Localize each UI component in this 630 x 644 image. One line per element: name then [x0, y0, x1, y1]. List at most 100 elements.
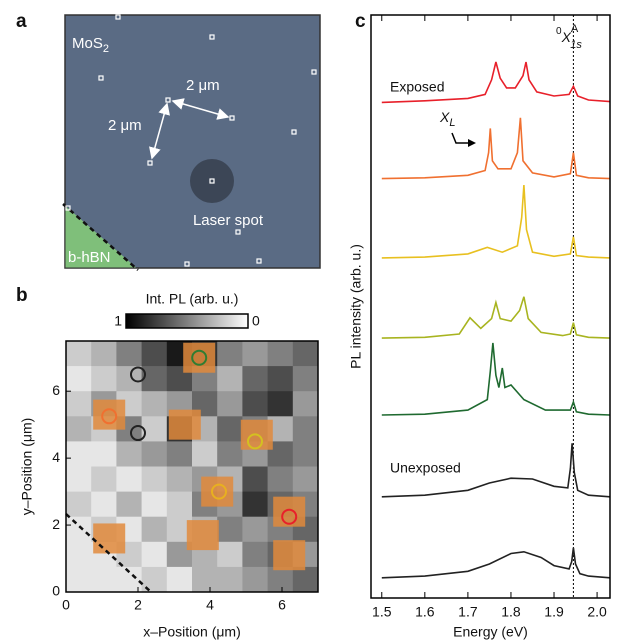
colorbar-tick: 0 [252, 313, 260, 329]
panel-label: a [16, 11, 27, 32]
marker [65, 205, 71, 211]
marker [115, 14, 121, 20]
heat-cell [141, 491, 168, 518]
arrow-head [468, 139, 476, 147]
heat-cell [91, 466, 117, 493]
x-tick-label: 1.7 [458, 604, 478, 620]
marker [209, 34, 215, 40]
heat-cell [292, 466, 319, 493]
heat-cell [66, 441, 92, 467]
heat-cell [217, 391, 243, 417]
panel-a: a MoS2 2 μm 2 μm Laser spot b-hBN [16, 11, 321, 271]
heat-cell [217, 441, 243, 467]
marker-circle [130, 366, 146, 383]
laser-label: Laser spot [193, 212, 264, 229]
scale-label: 2 μm [186, 77, 220, 94]
heat-cell [292, 391, 319, 417]
heat-cell [217, 541, 243, 568]
heat-cell [116, 341, 143, 367]
marker-circle [101, 408, 118, 425]
marker-circle [247, 433, 263, 450]
text: MoS [72, 35, 103, 52]
colorbar-label: Int. PL (arb. u.) [146, 291, 239, 307]
heat-cell [91, 566, 117, 593]
text: 0 [556, 26, 562, 37]
emitter [201, 476, 234, 507]
heat-cell [141, 441, 168, 467]
heat-cell [242, 466, 269, 493]
text: 1s [570, 39, 582, 51]
x-tick-label: 2 [134, 597, 142, 613]
heat-cell [66, 341, 92, 367]
heat-cell [91, 366, 117, 392]
frame [65, 340, 319, 593]
heat-cell [292, 566, 319, 593]
heat-cell [267, 566, 294, 593]
heat-cell [166, 466, 193, 493]
heat-cell [141, 416, 168, 442]
scale-label: 2 μm [108, 117, 142, 134]
x-tick-label: 1.8 [501, 604, 521, 620]
heat-cell [66, 466, 92, 493]
heat-cell [66, 516, 92, 543]
x-tick-label: 1.9 [544, 604, 564, 620]
heat-cell [242, 391, 269, 417]
heat-cell [267, 366, 294, 392]
heat-cell [166, 491, 193, 518]
marker [147, 160, 153, 166]
heat-cell [292, 441, 319, 467]
sample-area [64, 14, 321, 269]
marker [256, 258, 262, 264]
heat-cell [217, 341, 243, 367]
heat-cell [66, 541, 92, 568]
y-tick-label: 0 [52, 583, 60, 599]
marker-circle [191, 349, 208, 366]
heat-cell [141, 566, 168, 593]
emitter [273, 540, 306, 571]
x-tick-label: 1.5 [372, 604, 392, 620]
heat-cell [141, 366, 168, 392]
scale-arrow [149, 102, 170, 160]
spectrum [381, 184, 611, 259]
marker [311, 69, 317, 75]
heat-cell [217, 366, 243, 392]
panel-c: c 1.5 1.6 1.7 1.8 1.9 2.0 Energy (eV) PL intensi… [348, 11, 611, 640]
spectrum [381, 296, 611, 339]
heat-cell [242, 516, 269, 543]
heat-cell [116, 491, 143, 518]
heat-cell [242, 366, 269, 392]
heat-cell [141, 516, 168, 543]
heat-cell [217, 416, 243, 442]
emitter [186, 520, 219, 551]
heat-cell [242, 491, 269, 518]
x-tick-label: 4 [206, 597, 214, 613]
spectrum [381, 547, 611, 579]
emitter [168, 409, 201, 440]
y-tick-label: 4 [52, 449, 60, 465]
peak-label: XL [439, 109, 455, 129]
heat-cell [192, 441, 218, 467]
emitter [273, 496, 306, 527]
heat-cell [141, 341, 168, 367]
marker-circle [281, 508, 298, 525]
marker [165, 97, 171, 103]
markers [65, 14, 317, 267]
heat-cell [192, 566, 218, 593]
heat-cell [166, 441, 193, 467]
y-axis-label: PL intensity (arb. u.) [348, 244, 364, 369]
y-tick-label: 6 [52, 382, 60, 398]
material-label: MoS2 [72, 35, 109, 55]
heat-cell [217, 516, 243, 543]
heat-cell [292, 341, 319, 367]
spectrum [381, 342, 611, 416]
panel-label: c [355, 11, 366, 32]
marker [291, 129, 297, 135]
heat-cell [242, 341, 269, 367]
heat-cell [217, 566, 243, 593]
heat-cell [116, 466, 143, 493]
marker-circle [211, 483, 227, 500]
hbn-edge [62, 203, 139, 271]
hbn-edge [65, 513, 152, 593]
heat-cell [66, 366, 92, 392]
